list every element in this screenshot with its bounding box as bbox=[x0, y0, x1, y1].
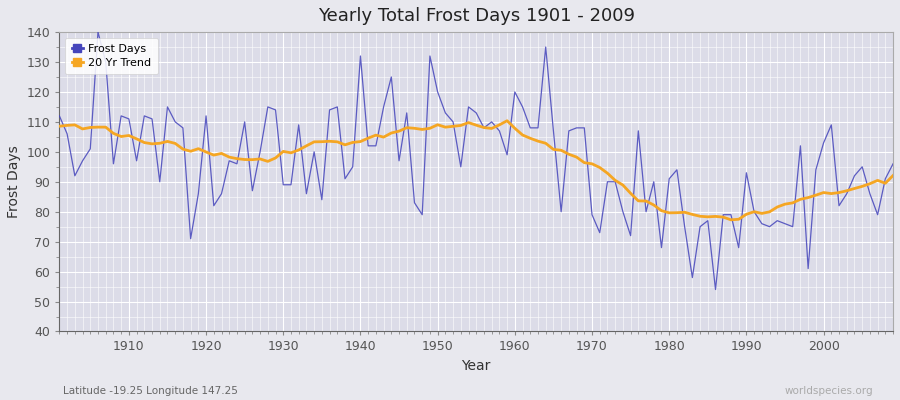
Legend: Frost Days, 20 Yr Trend: Frost Days, 20 Yr Trend bbox=[65, 38, 158, 74]
Text: worldspecies.org: worldspecies.org bbox=[785, 386, 873, 396]
Y-axis label: Frost Days: Frost Days bbox=[7, 145, 21, 218]
X-axis label: Year: Year bbox=[462, 359, 490, 373]
Title: Yearly Total Frost Days 1901 - 2009: Yearly Total Frost Days 1901 - 2009 bbox=[318, 7, 634, 25]
Text: Latitude -19.25 Longitude 147.25: Latitude -19.25 Longitude 147.25 bbox=[63, 386, 238, 396]
